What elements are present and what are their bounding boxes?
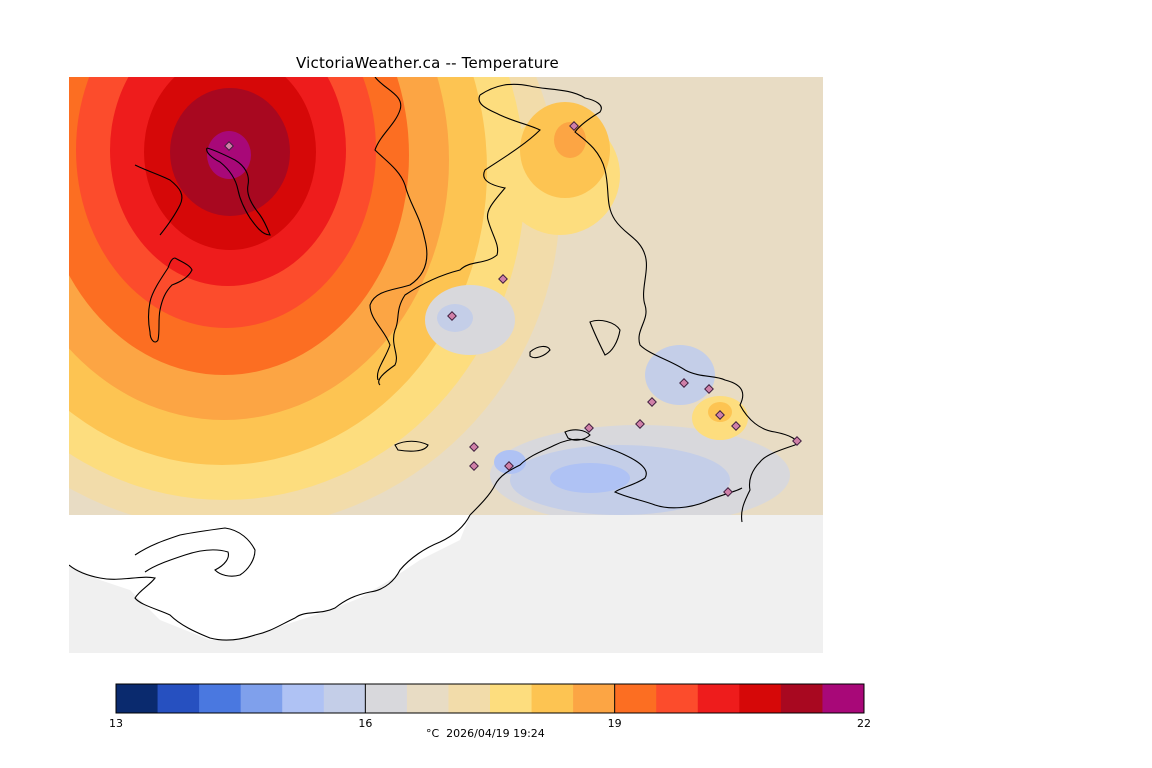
station-marker[interactable] (723, 487, 733, 497)
legend-band (822, 684, 865, 713)
field-north-3 (554, 122, 586, 158)
legend-tick-label: 22 (857, 717, 871, 730)
coastline-saanich-east (479, 83, 797, 523)
station-marker[interactable] (635, 419, 645, 429)
legend-tick-label: 16 (358, 717, 372, 730)
field-cool-6 (550, 463, 630, 493)
field-band-21-22 (207, 131, 251, 179)
coastlines (69, 77, 797, 641)
legend-ticks: 13 16 19 22 (109, 684, 871, 730)
station-marker[interactable] (447, 311, 457, 321)
legend-band (697, 684, 740, 713)
station-marker[interactable] (584, 423, 594, 433)
legend-band (780, 684, 823, 713)
station-marker[interactable] (504, 461, 514, 471)
field-cool-3 (645, 345, 715, 405)
legend-band (365, 684, 408, 713)
legend-band (323, 684, 366, 713)
legend-band (739, 684, 782, 713)
legend-tick-label: 13 (109, 717, 123, 730)
coastline-inlet (134, 164, 183, 236)
legend-band (614, 684, 657, 713)
station-marker[interactable] (569, 121, 579, 131)
legend-band (240, 684, 283, 713)
station-marker[interactable] (731, 421, 741, 431)
station-markers (224, 121, 802, 497)
station-marker[interactable] (647, 397, 657, 407)
legend-caption: °C 2026/04/19 19:24 (426, 727, 545, 740)
island-northwest (206, 147, 271, 236)
island-small-4 (564, 429, 591, 441)
map-title: VictoriaWeather.ca -- Temperature (296, 54, 559, 72)
station-marker[interactable] (224, 141, 234, 151)
legend-band (157, 684, 200, 713)
legend-band (199, 684, 242, 713)
legend-band (406, 684, 449, 713)
station-marker[interactable] (704, 384, 714, 394)
station-marker[interactable] (469, 442, 479, 452)
field-cool-7 (494, 450, 526, 474)
legend-band (573, 684, 616, 713)
legend-band (490, 684, 533, 713)
legend-band (282, 684, 325, 713)
coastline-west (369, 77, 428, 381)
coastline-south (69, 514, 471, 641)
legend-band (656, 684, 699, 713)
legend-tick-label: 19 (608, 717, 622, 730)
land-south (69, 515, 470, 640)
island-small-1 (394, 440, 429, 452)
legend-bands (116, 684, 865, 713)
legend-band (116, 684, 159, 713)
island-small-2 (529, 345, 551, 359)
island-west (147, 257, 193, 343)
station-marker[interactable] (715, 410, 725, 420)
station-marker[interactable] (469, 461, 479, 471)
coastline-saanich-west (378, 94, 541, 386)
coastline-victoria (469, 438, 743, 516)
station-marker[interactable] (679, 378, 689, 388)
legend-band (448, 684, 491, 713)
island-small-3 (589, 319, 621, 356)
station-marker[interactable] (792, 436, 802, 446)
field-cool-2 (437, 304, 473, 332)
legend-band (531, 684, 574, 713)
coastline-south-bay (134, 527, 256, 577)
station-marker[interactable] (498, 274, 508, 284)
